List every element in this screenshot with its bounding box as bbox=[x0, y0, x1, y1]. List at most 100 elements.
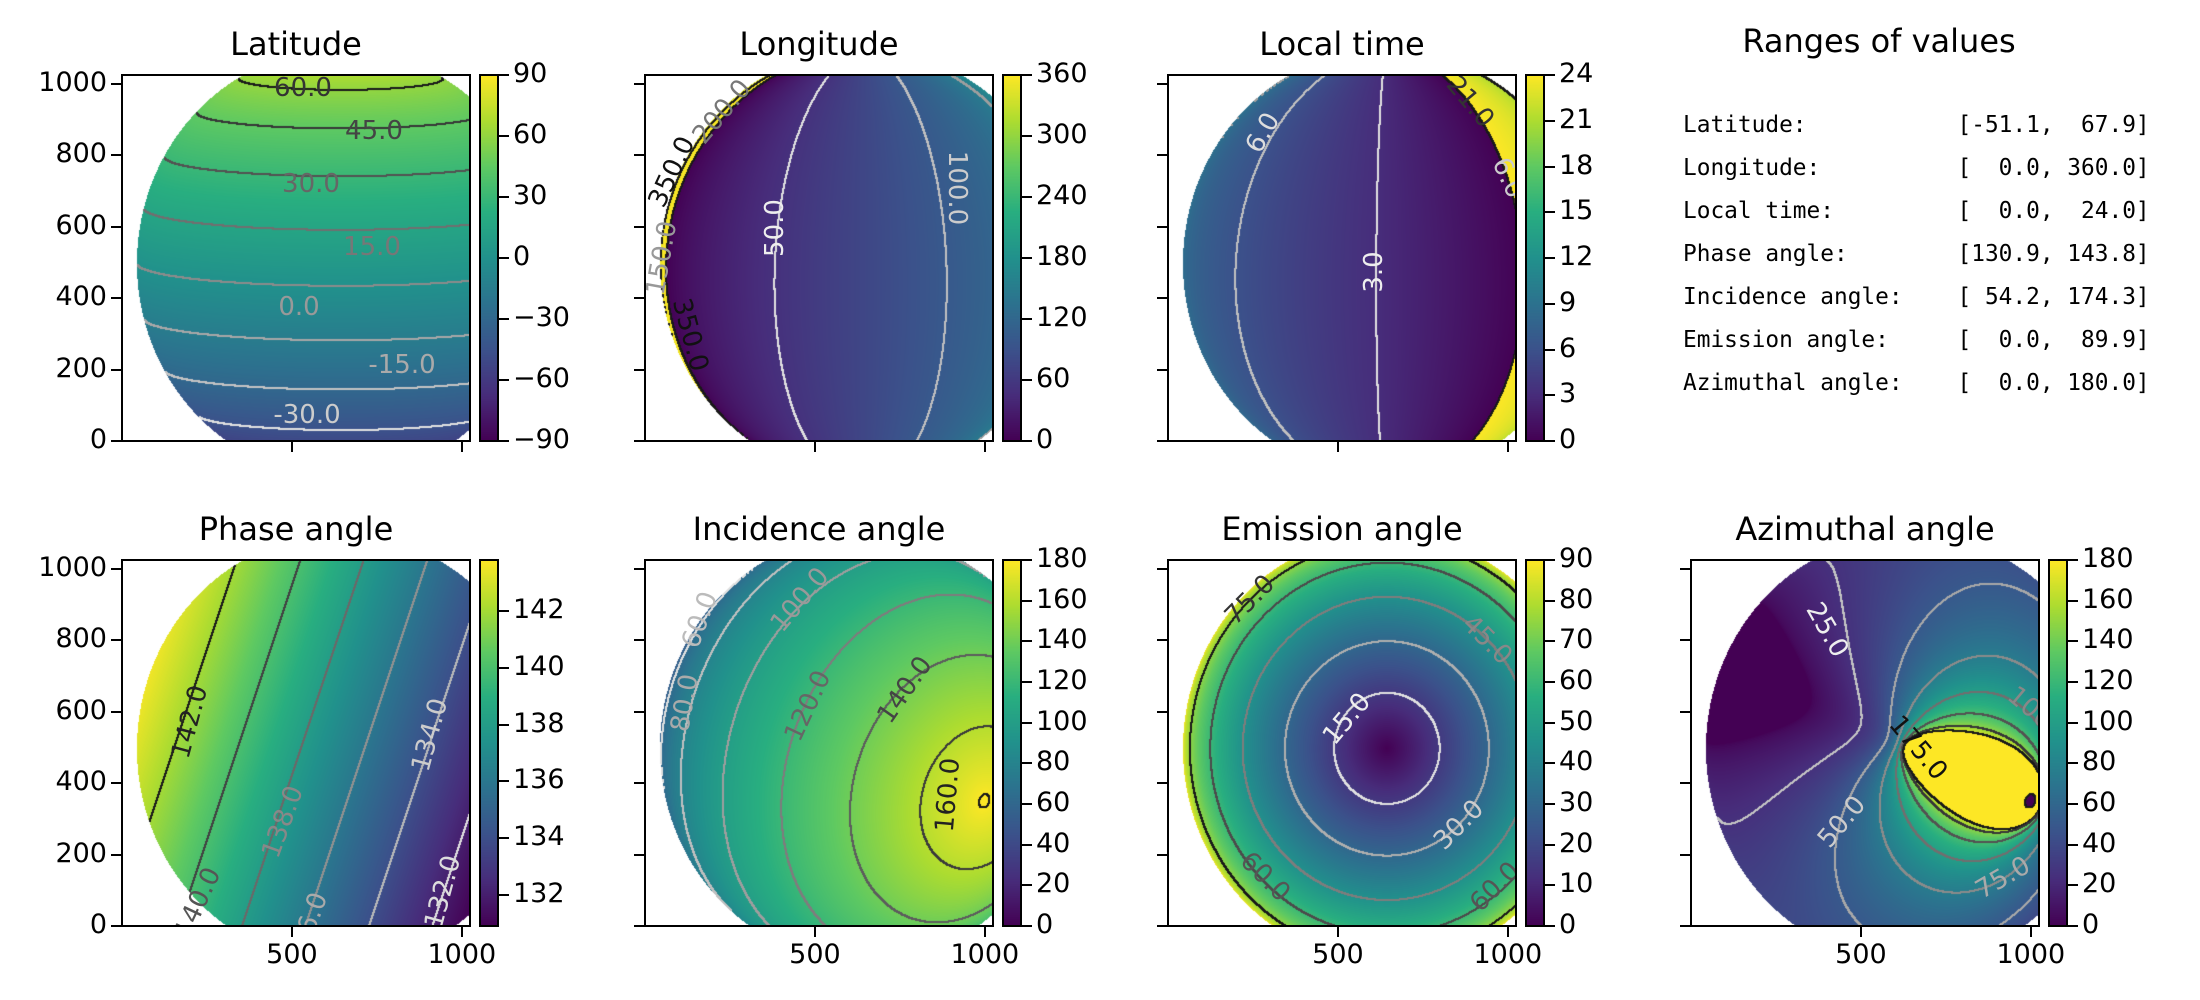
contour-label: 6.0 bbox=[1485, 152, 1516, 204]
colorbar-tick bbox=[1545, 681, 1555, 683]
colorbar-tick bbox=[499, 723, 509, 726]
contour-label: 134.0 bbox=[405, 695, 455, 775]
y-tick-label: 600 bbox=[55, 209, 107, 241]
heatmap-axes-emission: 75.0 45.0 15.0 30.0 60.0 60.0 bbox=[1167, 559, 1517, 927]
colorbar-tick bbox=[1022, 379, 1032, 381]
colorbar-tick-label: 0 bbox=[1036, 909, 1054, 940]
colorbar-tick-label: 0 bbox=[1559, 424, 1577, 455]
contour-label: 60.0 bbox=[274, 75, 332, 103]
colorbar-tick-label: 80 bbox=[2082, 746, 2117, 778]
y-tick bbox=[1157, 225, 1167, 228]
contour-label: 80.0 bbox=[665, 671, 705, 735]
range-label: Phase angle: bbox=[1683, 241, 1848, 267]
colorbar-tick-label: 60 bbox=[513, 119, 548, 150]
range-label: Local time: bbox=[1683, 198, 1834, 224]
y-tick bbox=[1680, 853, 1690, 856]
y-tick bbox=[111, 782, 121, 785]
colorbar-tick-label: 0 bbox=[1559, 909, 1577, 940]
y-tick bbox=[634, 225, 644, 228]
range-label: Latitude: bbox=[1683, 112, 1807, 138]
y-tick bbox=[1157, 154, 1167, 157]
colorbar-tick bbox=[1545, 884, 1555, 887]
contour-label: 132.0 bbox=[418, 852, 468, 926]
y-tick bbox=[634, 82, 644, 85]
y-tick bbox=[111, 925, 121, 927]
y-tick bbox=[634, 567, 644, 570]
colorbar bbox=[1002, 74, 1022, 442]
y-tick bbox=[111, 710, 121, 713]
y-tick bbox=[111, 82, 121, 85]
heatmap-axes-local_time: 6.0 3.0 21.0 6.0 bbox=[1167, 74, 1517, 442]
y-tick bbox=[1680, 567, 1690, 570]
colorbar-tick bbox=[1022, 257, 1032, 259]
colorbar-tick-label: 136 bbox=[513, 764, 565, 796]
colorbar-frame bbox=[1002, 559, 1022, 927]
range-value: [ 0.0, 24.0] bbox=[1957, 198, 2150, 224]
contour-label: 60.0 bbox=[1463, 855, 1516, 919]
y-tick-label: 800 bbox=[55, 623, 107, 655]
x-tick bbox=[813, 927, 816, 937]
colorbar-tick-label: 40 bbox=[2082, 827, 2117, 859]
colorbar-tick bbox=[499, 666, 509, 669]
colorbar-tick-label: 300 bbox=[1036, 119, 1088, 150]
colorbar bbox=[1525, 74, 1545, 442]
panel-title: Azimuthal angle bbox=[1735, 510, 1995, 548]
colorbar-tick-label: 90 bbox=[1559, 543, 1594, 574]
range-row: Emission angle: [ 0.0, 89.9] bbox=[1683, 319, 2150, 362]
contour-label-layer: 142.0 140.0 138.0 6.0 134.0 132.0 bbox=[122, 560, 470, 926]
y-tick bbox=[634, 440, 644, 442]
colorbar-frame bbox=[1525, 74, 1545, 442]
contour-label: 25.0 bbox=[1799, 597, 1855, 663]
colorbar-tick bbox=[1022, 559, 1032, 561]
y-tick-label: 0 bbox=[89, 909, 107, 940]
heatmap-axes-latitude: 60.0 45.0 30.0 15.0 0.0 -15.0 -30.0 bbox=[121, 74, 471, 442]
colorbar-tick bbox=[499, 837, 509, 840]
colorbar-tick-label: 9 bbox=[1559, 286, 1577, 318]
ranges-title: Ranges of values bbox=[1742, 22, 2016, 60]
colorbar-gradient bbox=[1526, 560, 1544, 926]
colorbar-tick-label: 21 bbox=[1559, 103, 1594, 135]
colorbar-tick-label: 100 bbox=[2082, 705, 2134, 737]
heatmap-image bbox=[122, 75, 470, 441]
y-tick-label: 400 bbox=[55, 766, 107, 798]
colorbar-tick-label: 180 bbox=[1036, 543, 1088, 574]
colorbar-tick-label: 160 bbox=[2082, 583, 2134, 615]
x-tick bbox=[813, 442, 816, 452]
colorbar-tick bbox=[2068, 762, 2078, 765]
colorbar-tick-label: 3 bbox=[1559, 378, 1577, 410]
colorbar-tick bbox=[2068, 884, 2078, 887]
colorbar-tick bbox=[1022, 196, 1032, 198]
colorbar-tick-label: 10 bbox=[1559, 868, 1594, 900]
colorbar-tick-label: 142 bbox=[513, 594, 565, 626]
y-tick-label: 400 bbox=[55, 281, 107, 313]
y-tick bbox=[111, 639, 121, 642]
y-tick bbox=[634, 368, 644, 371]
colorbar-tick bbox=[499, 379, 509, 381]
contour-label: 45.0 bbox=[1455, 608, 1516, 672]
contour-label-layer: 50.0 100.0 150.0 350.0 200.0 350.0 bbox=[645, 75, 993, 441]
colorbar-tick-label: 80 bbox=[1559, 583, 1594, 615]
colorbar-tick-label: 0 bbox=[513, 241, 531, 272]
ranges-table: Latitude: [-51.1, 67.9] Longitude: [ 0.0, 3… bbox=[1683, 104, 2150, 405]
colorbar-tick-label: 180 bbox=[2082, 543, 2134, 574]
colorbar-tick-label: 20 bbox=[1036, 868, 1071, 900]
panel-title: Emission angle bbox=[1221, 510, 1463, 548]
x-tick-label: 1000 bbox=[1996, 939, 2066, 970]
panel-title: Phase angle bbox=[198, 510, 394, 548]
colorbar-tick-label: 30 bbox=[1559, 787, 1594, 818]
y-tick bbox=[111, 225, 121, 228]
colorbar-tick bbox=[1022, 762, 1032, 765]
x-tick bbox=[1859, 927, 1862, 937]
heatmap-axes-azimuth: 25.0 50.0 100 175.0 75.0 bbox=[1690, 559, 2040, 927]
colorbar-tick bbox=[1022, 884, 1032, 887]
colorbar bbox=[479, 559, 499, 927]
heatmap-axes-longitude: 50.0 100.0 150.0 350.0 200.0 350.0 bbox=[644, 74, 994, 442]
range-row: Incidence angle: [ 54.2, 174.3] bbox=[1683, 276, 2150, 319]
colorbar-tick-label: 100 bbox=[1036, 705, 1088, 737]
colorbar-tick-label: 20 bbox=[1559, 827, 1594, 859]
colorbar-tick bbox=[1545, 599, 1555, 602]
colorbar-tick bbox=[1022, 599, 1032, 602]
y-tick bbox=[111, 567, 121, 570]
y-tick bbox=[1157, 82, 1167, 85]
colorbar-tick bbox=[1545, 394, 1555, 397]
